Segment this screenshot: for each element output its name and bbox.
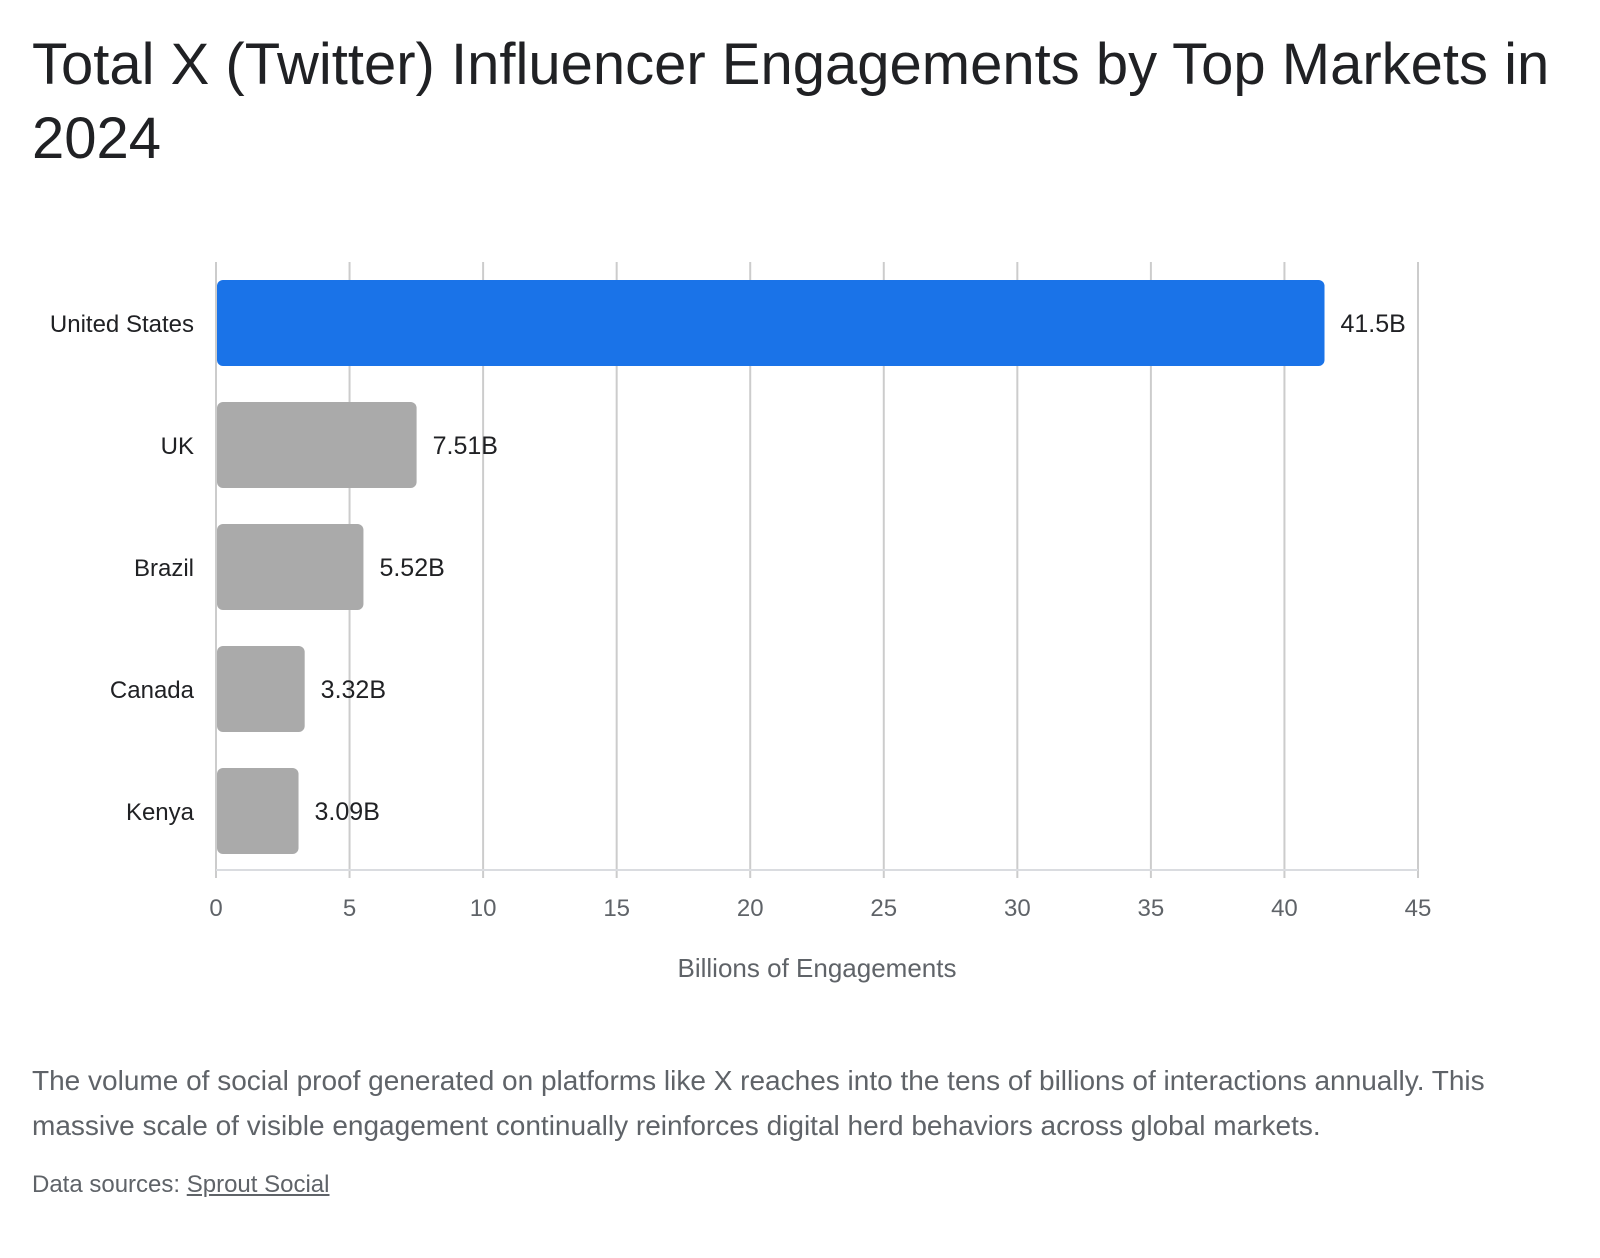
value-label: 3.32B bbox=[321, 676, 386, 704]
x-tick-label: 0 bbox=[209, 895, 222, 922]
sprout-social-link[interactable]: Sprout Social bbox=[186, 1171, 330, 1198]
x-tick-label: 35 bbox=[1138, 895, 1165, 922]
bar-kenya bbox=[217, 768, 299, 854]
value-label: 7.51B bbox=[433, 432, 498, 460]
x-tick-label: 40 bbox=[1271, 895, 1298, 922]
category-label: Kenya bbox=[126, 799, 195, 826]
x-tick-label: 5 bbox=[343, 895, 356, 922]
category-label: UK bbox=[161, 433, 194, 460]
chart-caption: The volume of social proof generated on … bbox=[32, 1065, 1485, 1141]
value-label: 41.5B bbox=[1341, 310, 1406, 338]
x-tick-label: 30 bbox=[1004, 895, 1031, 922]
value-label: 5.52B bbox=[379, 554, 444, 582]
bar-brazil bbox=[217, 524, 364, 610]
value-label: 3.09B bbox=[315, 798, 380, 826]
bar-canada bbox=[217, 646, 305, 732]
chart-title: Total X (Twitter) Influencer Engagements… bbox=[32, 32, 1550, 171]
bar-chart: 0 5 10 15 20 25 30 35 40 45 United States 41.5B UK 7.… bbox=[50, 262, 1431, 983]
category-label: Canada bbox=[110, 677, 195, 704]
labels: 0 5 10 15 20 25 30 35 40 45 United States 41.5B UK 7.… bbox=[50, 310, 1431, 922]
data-sources: Data sources: Sprout Social bbox=[32, 1168, 329, 1202]
bars bbox=[217, 280, 1325, 854]
category-label: United States bbox=[50, 311, 194, 338]
x-tick-label: 15 bbox=[603, 895, 630, 922]
x-tick-label: 45 bbox=[1405, 895, 1432, 922]
x-tick-label: 10 bbox=[470, 895, 497, 922]
bar-uk bbox=[217, 402, 417, 488]
x-axis-title: Billions of Engagements bbox=[678, 953, 957, 983]
x-tick-label: 20 bbox=[737, 895, 764, 922]
category-label: Brazil bbox=[134, 555, 194, 582]
x-tick-label: 25 bbox=[870, 895, 897, 922]
sources-prefix: Data sources: bbox=[32, 1171, 187, 1198]
bar-united-states bbox=[217, 280, 1325, 366]
